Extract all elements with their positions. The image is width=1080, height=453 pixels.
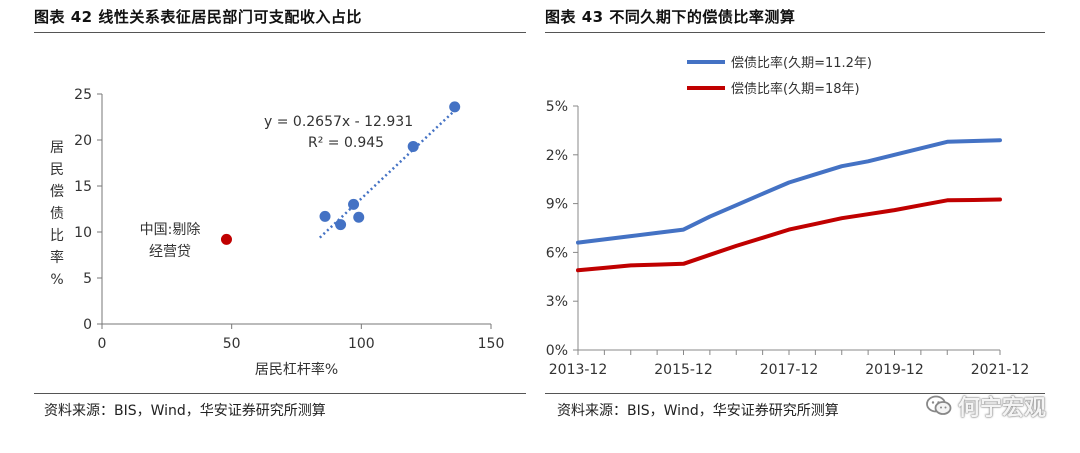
scatter-point: [407, 140, 419, 152]
trendline: [318, 107, 459, 239]
y-tick-label: 25: [74, 87, 92, 103]
regression-equation: y = 0.2657x - 12.931: [264, 114, 413, 130]
y-tick-label: 9%: [546, 197, 568, 213]
figure-42-title: 图表 42 线性关系表征居民部门可支配收入占比: [34, 8, 362, 26]
x-tick-label: 0: [98, 336, 107, 352]
scatter-point: [319, 210, 331, 222]
y-tick-label: 20: [74, 133, 92, 149]
x-tick-label: 2013-12: [549, 362, 608, 378]
figure-43-panel: 图表 43 不同久期下的偿债比率测算 0% 3% 6% 9% 12% 15% 2013-12…: [545, 0, 1080, 453]
x-axis-label: 居民杠杆率%: [255, 361, 338, 378]
y-tick-label: 12%: [545, 148, 568, 164]
y-tick-label: 3%: [546, 294, 568, 310]
watermark: 何宁宏观: [926, 390, 1046, 422]
figure-42-panel: 图表 42 线性关系表征居民部门可支配收入占比 0 5 10 15 20 25 0 50 100…: [0, 0, 530, 453]
y-tick-label: 6%: [546, 245, 568, 261]
x-tick-label: 150: [478, 336, 505, 352]
x-tick-label: 50: [223, 336, 241, 352]
figure-42-bottom-rule: [34, 393, 526, 394]
x-tick-label: 2017-12: [760, 362, 819, 378]
x-tick-label: 100: [348, 336, 375, 352]
y-axis-label-char: %: [50, 272, 63, 288]
y-axis-label-char: 居: [50, 140, 64, 156]
x-tick-label: 2019-12: [865, 362, 924, 378]
x-tick-label: 2015-12: [654, 362, 713, 378]
legend-label: 偿债比率(久期=11.2年): [731, 55, 872, 71]
figure-43-title: 图表 43 不同久期下的偿债比率测算: [545, 8, 796, 26]
y-tick-label: 0%: [546, 343, 568, 359]
y-tick-label: 0: [83, 317, 92, 333]
wechat-icon: [926, 395, 952, 415]
r-squared-label: R² = 0.945: [308, 135, 384, 151]
y-axis-label-char: 民: [50, 162, 64, 178]
y-axis-label-char: 债: [50, 206, 64, 222]
line-chart: 0% 3% 6% 9% 12% 15% 2013-12 2015-12 2017-12 2019-…: [545, 55, 1030, 378]
scatter-point: [353, 211, 365, 223]
y-tick-label: 5: [83, 271, 92, 287]
scatter-point: [335, 219, 347, 231]
y-tick-label: 15%: [545, 99, 568, 115]
scatter-point: [449, 101, 461, 113]
y-tick-label: 15: [74, 179, 92, 195]
scatter-point: [348, 198, 360, 210]
y-tick-label: 10: [74, 225, 92, 241]
series-line-duration-11-2: [576, 138, 1002, 245]
watermark-text: 何宁宏观: [957, 396, 1046, 421]
x-tick-label: 2021-12: [971, 362, 1030, 378]
china-point: [220, 233, 232, 245]
figure-42-top-rule: [34, 32, 526, 33]
y-axis-label-char: 比: [50, 228, 64, 244]
china-annotation-line1: 中国:剔除: [140, 222, 201, 238]
figure-42-source: 资料来源：BIS，Wind，华安证券研究所测算: [44, 403, 326, 419]
series-line-duration-18: [576, 197, 1002, 273]
china-annotation-line2: 经营贷: [149, 244, 191, 260]
legend-label: 偿债比率(久期=18年): [731, 81, 860, 97]
figure-43-source: 资料来源：BIS，Wind，华安证券研究所测算: [557, 403, 839, 419]
figure-43-bottom-rule: [545, 393, 1045, 394]
y-axis-label-char: 率: [50, 249, 64, 266]
y-axis-label-char: 偿: [50, 184, 64, 200]
figure-43-top-rule: [545, 32, 1045, 33]
